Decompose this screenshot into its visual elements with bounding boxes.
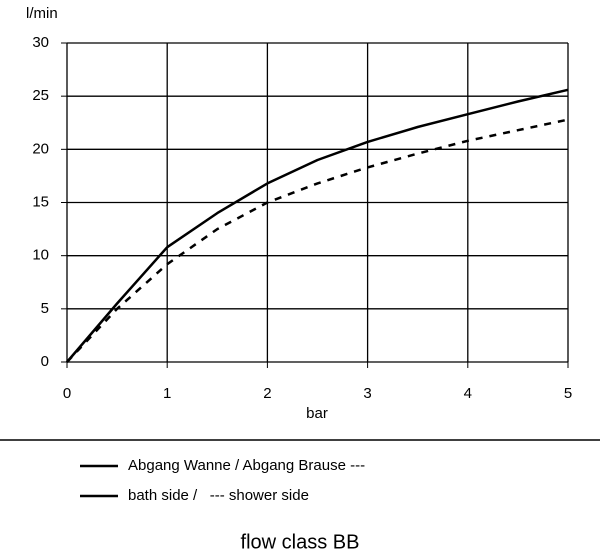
x-tick-label: 3 — [363, 385, 371, 402]
x-tick-label: 4 — [464, 385, 472, 402]
x-tick-label: 0 — [63, 385, 71, 402]
x-tick-label: 5 — [564, 385, 572, 402]
y-axis-label: l/min — [26, 5, 58, 22]
y-tick-label: 0 — [41, 353, 49, 370]
series-line — [66, 88, 569, 363]
legend-label: bath side / --- shower side — [128, 487, 309, 504]
series-line — [66, 118, 569, 363]
y-tick-label: 10 — [32, 247, 49, 264]
y-tick-label: 5 — [41, 300, 49, 317]
y-tick-label: 30 — [32, 34, 49, 51]
x-tick-label: 2 — [263, 385, 271, 402]
y-tick-label: 15 — [32, 193, 49, 210]
x-tick-label: 1 — [163, 385, 171, 402]
y-tick-label: 20 — [32, 140, 49, 157]
caption: flow class BB — [241, 531, 360, 553]
y-tick-label: 25 — [32, 87, 49, 104]
x-axis-label: bar — [306, 405, 328, 422]
legend-label: Abgang Wanne / Abgang Brause --- — [128, 457, 365, 474]
